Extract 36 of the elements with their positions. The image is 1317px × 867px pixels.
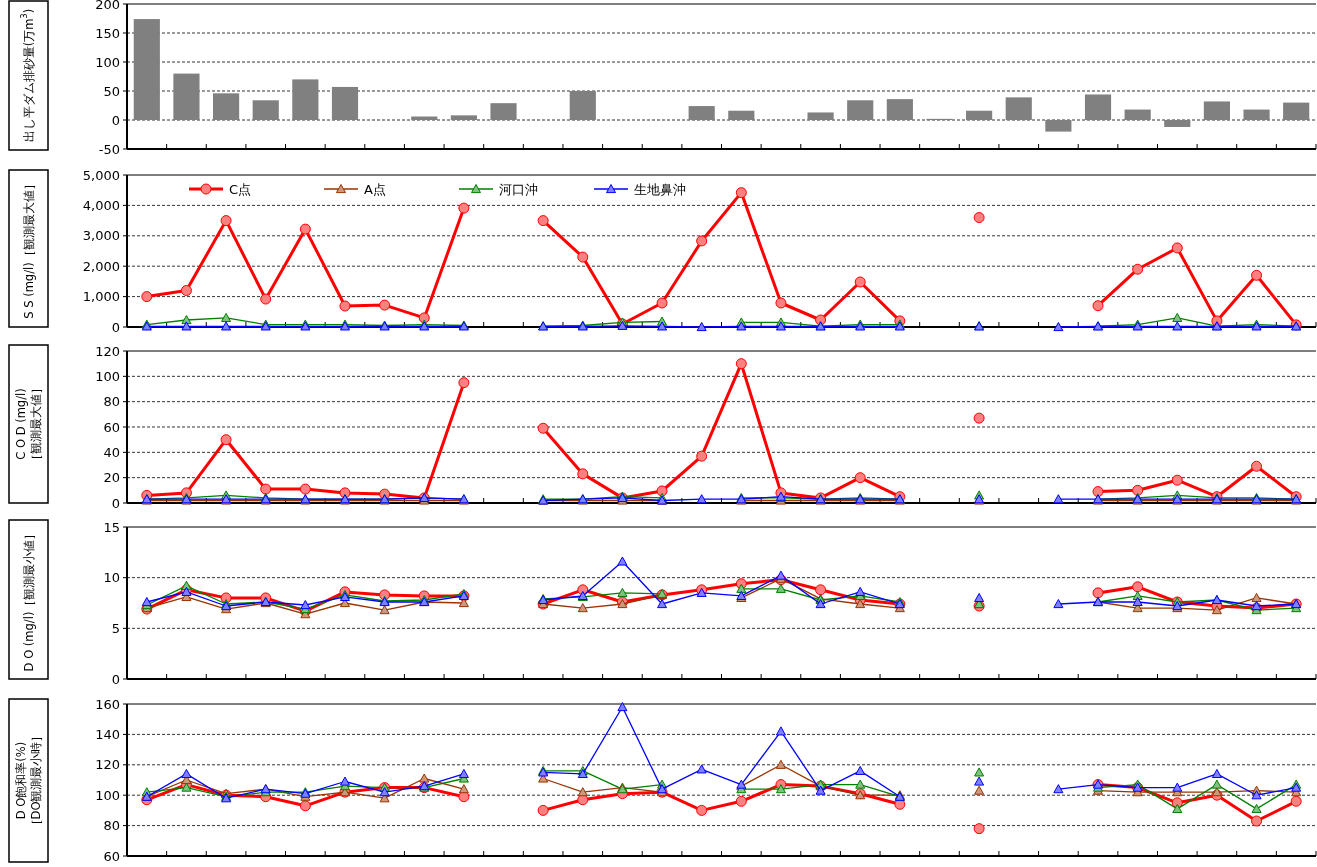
legend-label: A点 bbox=[364, 181, 386, 197]
y-tick-label: 100 bbox=[95, 54, 120, 70]
y-tick-label: 0 bbox=[111, 495, 120, 511]
y-tick-label: 50 bbox=[103, 83, 120, 99]
y-tick-label: -50 bbox=[98, 141, 120, 157]
y-tick-label: 120 bbox=[95, 343, 120, 359]
y-tick-label: 60 bbox=[103, 848, 120, 864]
legend-label: C点 bbox=[229, 181, 252, 197]
y-tick-label: 5,000 bbox=[82, 167, 120, 183]
y-axis-title: S S (mg/l)［観測最大値］ bbox=[21, 178, 36, 319]
y-tick-label: 80 bbox=[103, 818, 120, 834]
legend-label: 河口沖 bbox=[499, 181, 538, 197]
y-tick-label: 150 bbox=[95, 25, 120, 41]
y-tick-label: 3,000 bbox=[82, 228, 120, 244]
y-tick-label: 120 bbox=[95, 757, 120, 773]
y-tick-label: 0 bbox=[111, 319, 120, 335]
y-tick-label: 15 bbox=[103, 519, 120, 535]
y-tick-label: 80 bbox=[103, 394, 120, 410]
y-tick-label: 40 bbox=[103, 444, 120, 460]
y-tick-label: 100 bbox=[95, 787, 120, 803]
y-tick-label: 0 bbox=[111, 112, 120, 128]
legend-label: 生地鼻沖 bbox=[634, 181, 686, 197]
y-tick-label: 0 bbox=[111, 671, 120, 687]
y-axis-title: D O飽和率(%)［DO観測最小時］ bbox=[14, 729, 43, 832]
y-tick-label: 140 bbox=[95, 726, 120, 742]
y-tick-label: 20 bbox=[103, 470, 120, 486]
y-tick-label: 160 bbox=[95, 696, 120, 712]
y-tick-label: 60 bbox=[103, 419, 120, 435]
y-axis-title: D O (mg/l)［観測最小値］ bbox=[21, 527, 36, 672]
y-tick-label: 5 bbox=[111, 620, 120, 636]
y-tick-label: 2,000 bbox=[82, 258, 120, 274]
y-tick-label: 100 bbox=[95, 368, 120, 384]
y-tick-label: 10 bbox=[103, 570, 120, 586]
y-tick-label: 1,000 bbox=[82, 289, 120, 305]
y-axis-title: C O D (mg/l)［観測最大値］ bbox=[14, 382, 43, 466]
y-tick-label: 4,000 bbox=[82, 197, 120, 213]
